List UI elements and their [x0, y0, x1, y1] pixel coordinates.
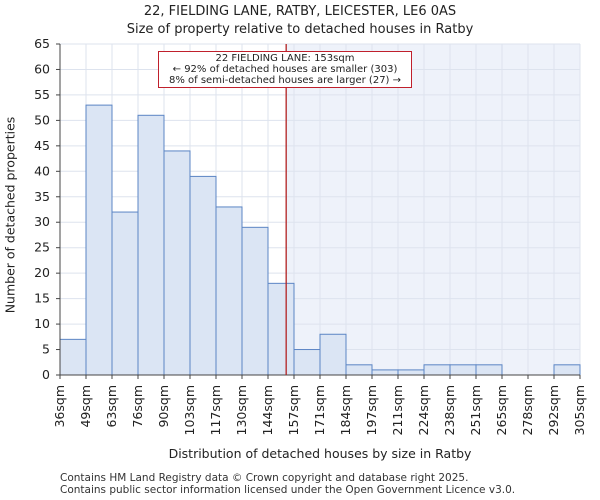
- x-tick-label-211sqm: 211sqm: [390, 385, 405, 435]
- bar-184sqm: [345, 364, 373, 376]
- x-tick-label-76sqm: 76sqm: [130, 385, 145, 428]
- y-tick-label-0: 0: [42, 367, 50, 382]
- bar-76sqm: [137, 114, 165, 376]
- y-tick-label-65: 65: [34, 36, 50, 51]
- y-tick-label-20: 20: [34, 265, 50, 280]
- bar-130sqm: [241, 226, 269, 376]
- x-tick-label-184sqm: 184sqm: [338, 385, 353, 435]
- bar-251sqm: [475, 364, 503, 376]
- y-tick-label-30: 30: [34, 214, 50, 229]
- y-tick-label-35: 35: [34, 189, 50, 204]
- x-tick-label-171sqm: 171sqm: [312, 385, 327, 435]
- bar-197sqm: [371, 369, 399, 376]
- bar-224sqm: [423, 364, 451, 376]
- bar-292sqm: [553, 364, 581, 376]
- chart-subtitle: Size of property relative to detached ho…: [126, 22, 474, 37]
- bar-157sqm: [293, 349, 321, 376]
- y-tick-label-5: 5: [42, 342, 50, 357]
- x-tick-label-251sqm: 251sqm: [468, 385, 483, 435]
- bar-90sqm: [163, 150, 191, 376]
- x-tick-label-144sqm: 144sqm: [260, 385, 275, 435]
- bar-238sqm: [449, 364, 477, 376]
- y-tick-label-60: 60: [34, 61, 50, 76]
- bar-171sqm: [319, 333, 347, 376]
- y-tick-label-50: 50: [34, 112, 50, 127]
- y-tick-label-25: 25: [34, 240, 50, 255]
- annotation-box: 22 FIELDING LANE: 153sqm ← 92% of detach…: [158, 51, 412, 88]
- x-tick-label-157sqm: 157sqm: [286, 385, 301, 435]
- bar-49sqm: [85, 104, 113, 376]
- y-tick-label-40: 40: [34, 163, 50, 178]
- y-tick-label-15: 15: [34, 291, 50, 306]
- x-tick-label-265sqm: 265sqm: [494, 385, 509, 435]
- x-tick-label-238sqm: 238sqm: [442, 385, 457, 435]
- annotation-line-3: 8% of semi-detached houses are larger (2…: [168, 75, 402, 86]
- y-tick-label-55: 55: [34, 87, 50, 102]
- x-tick-label-36sqm: 36sqm: [52, 385, 67, 428]
- footer-line-1: Contains HM Land Registry data © Crown c…: [60, 472, 469, 484]
- x-tick-label-278sqm: 278sqm: [520, 385, 535, 435]
- x-tick-label-90sqm: 90sqm: [156, 385, 171, 428]
- y-tick-label-10: 10: [34, 316, 50, 331]
- y-axis-label: Number of detached properties: [2, 116, 18, 314]
- x-tick-label-224sqm: 224sqm: [416, 385, 431, 435]
- x-tick-label-292sqm: 292sqm: [546, 385, 561, 435]
- bar-211sqm: [397, 369, 425, 376]
- x-tick-label-49sqm: 49sqm: [78, 385, 93, 428]
- x-tick-label-305sqm: 305sqm: [572, 385, 587, 435]
- shaded-region: [286, 44, 580, 375]
- footer-line-2: Contains public sector information licen…: [60, 484, 516, 496]
- chart-title: 22, FIELDING LANE, RATBY, LEICESTER, LE6…: [143, 4, 457, 19]
- y-tick-label-45: 45: [34, 138, 50, 153]
- bar-63sqm: [111, 211, 139, 376]
- annotation-line-1: 22 FIELDING LANE: 153sqm: [215, 53, 355, 64]
- x-tick-label-197sqm: 197sqm: [364, 385, 379, 435]
- x-tick-label-117sqm: 117sqm: [208, 385, 223, 435]
- bar-144sqm: [267, 282, 295, 376]
- bar-103sqm: [189, 175, 217, 376]
- x-axis-label: Distribution of detached houses by size …: [168, 446, 472, 461]
- bar-117sqm: [215, 206, 243, 376]
- bar-36sqm: [59, 338, 87, 376]
- x-tick-label-103sqm: 103sqm: [182, 385, 197, 435]
- x-tick-label-130sqm: 130sqm: [234, 385, 249, 435]
- x-tick-label-63sqm: 63sqm: [104, 385, 119, 428]
- annotation-line-2: ← 92% of detached houses are smaller (30…: [172, 64, 398, 75]
